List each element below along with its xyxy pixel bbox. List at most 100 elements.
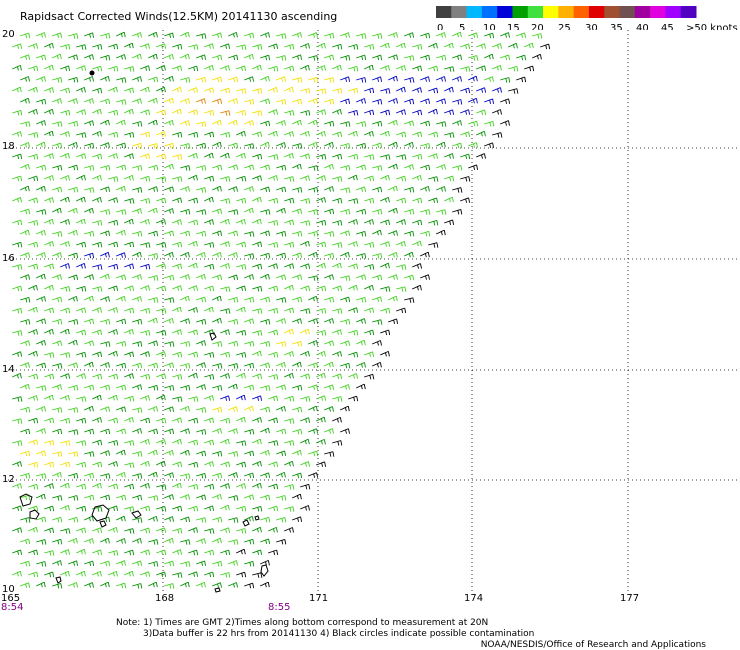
wind-barb-feather (340, 329, 342, 335)
wind-barb-feather (257, 132, 260, 137)
wind-barb-staff (76, 241, 85, 246)
wind-barb-feather (17, 44, 20, 49)
wind-barb-feather (368, 286, 371, 291)
wind-barb-staff (356, 339, 365, 345)
wind-barb-feather (124, 99, 127, 105)
wind-barb-feather (200, 275, 203, 280)
wind-barb-feather (100, 88, 103, 94)
wind-barb-staff (212, 363, 222, 367)
wind-barb-staff (332, 153, 341, 158)
wind-barb-staff (244, 560, 253, 565)
wind-barb-feather (320, 264, 323, 269)
wind-barb-feather (548, 44, 551, 50)
wind-barb-feather (329, 452, 332, 457)
wind-barb-staff (12, 86, 21, 92)
wind-barb-feather (348, 230, 351, 236)
wind-barb-feather (161, 155, 164, 160)
wind-barb-feather (372, 242, 375, 248)
wind-barb-feather (81, 374, 83, 379)
wind-barb-staff (212, 516, 221, 521)
wind-barb-staff (364, 175, 373, 180)
wind-barb-feather (64, 396, 67, 401)
wind-barb-feather (152, 120, 155, 126)
wind-barb-feather (25, 275, 28, 280)
wind-barb-staff (140, 505, 149, 510)
wind-barb-feather (316, 77, 319, 83)
wind-barb-feather (412, 32, 415, 38)
wind-barb-feather (113, 375, 116, 380)
wind-barb-feather (148, 308, 151, 314)
wind-barb-staff (396, 286, 406, 290)
wind-barb-feather (41, 474, 44, 479)
wind-barb-staff (84, 515, 93, 521)
wind-barb-feather (121, 55, 123, 60)
wind-barb-feather (161, 572, 164, 578)
wind-barb-staff (124, 462, 134, 466)
wind-barb-feather (321, 242, 324, 248)
wind-barb-feather (276, 417, 279, 423)
wind-barb-feather (176, 484, 179, 489)
wind-barb-staff (316, 153, 325, 158)
wind-barb-staff (212, 385, 221, 389)
wind-barb-feather (92, 495, 95, 501)
wind-barb-staff (220, 131, 229, 136)
wind-barb-feather (316, 384, 319, 390)
wind-barb-staff (68, 141, 77, 147)
wind-barb-staff (148, 515, 157, 521)
wind-barb-staff (20, 142, 29, 147)
wind-barb-staff (68, 537, 77, 543)
wind-barb-staff (484, 32, 493, 37)
wind-barb-staff (348, 109, 357, 114)
wind-barb-feather (148, 351, 150, 357)
wind-barb-feather (233, 298, 236, 303)
wind-barb-feather (267, 450, 270, 456)
wind-barb-feather (161, 44, 164, 49)
wind-barb-feather (164, 351, 166, 357)
wind-barb-feather (43, 186, 46, 192)
wind-barb-feather (497, 88, 499, 93)
wind-barb-staff (140, 417, 149, 422)
wind-barb-feather (233, 187, 235, 192)
wind-barb-feather (316, 32, 318, 38)
wind-barb-feather (380, 275, 383, 281)
wind-barb-staff (284, 219, 293, 224)
wind-barb-feather (84, 418, 87, 424)
wind-barb-feather (409, 210, 412, 215)
wind-barb-staff (316, 130, 325, 136)
wind-barb-staff (164, 537, 173, 543)
wind-barb-feather (27, 164, 30, 170)
wind-barb-staff (308, 141, 317, 147)
wind-barb-feather (217, 55, 220, 61)
wind-barb-feather (152, 208, 155, 214)
wind-barb-staff (308, 340, 317, 345)
wind-barb-feather (129, 529, 132, 534)
wind-barb-feather (347, 406, 350, 412)
wind-barb-feather (395, 164, 398, 170)
wind-barb-feather (240, 395, 243, 401)
wind-barb-feather (393, 319, 396, 325)
wind-barb-feather (48, 44, 51, 49)
wind-barb-feather (169, 363, 172, 368)
wind-barb-feather (128, 176, 131, 181)
wind-barb-feather (356, 307, 359, 313)
wind-barb-staff (252, 395, 261, 400)
wind-barb-staff (292, 296, 301, 301)
wind-barb-feather (20, 242, 23, 248)
wind-barb-feather (332, 231, 335, 237)
wind-barb-feather (252, 231, 255, 237)
wind-barb-feather (392, 186, 395, 192)
wind-barb-feather (412, 55, 415, 61)
wind-barb-feather (225, 374, 227, 379)
wind-barb-feather (411, 252, 414, 258)
wind-barb-staff (252, 110, 262, 114)
wind-barb-feather (460, 99, 463, 105)
wind-barb-feather (300, 231, 303, 237)
wind-barb-feather (329, 100, 332, 105)
wind-barb-feather (132, 66, 135, 72)
wind-barb-feather (92, 165, 95, 171)
wind-barb-feather (291, 285, 294, 291)
wind-barb-staff (252, 330, 261, 334)
wind-barb-feather (80, 198, 83, 203)
wind-barb-staff (356, 383, 365, 389)
wind-barb-staff (140, 307, 149, 312)
